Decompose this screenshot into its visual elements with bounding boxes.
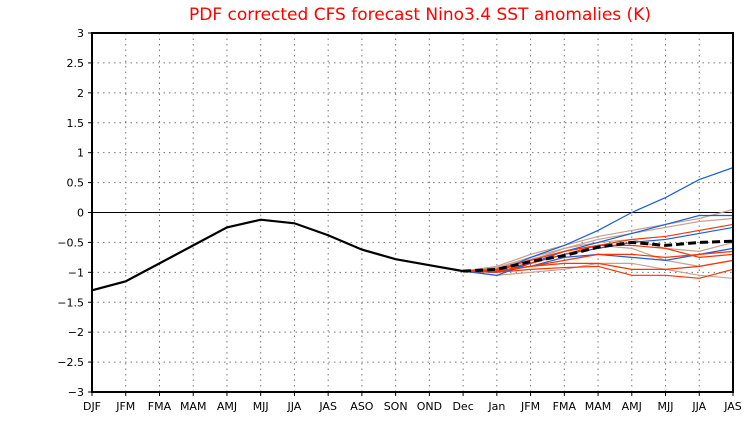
y-tick-label: 0.5 [67, 177, 85, 190]
x-tick-label: SON [384, 400, 408, 413]
x-tick-label: MJJ [658, 400, 674, 413]
x-tick-label: JFM [520, 400, 540, 413]
x-tick-label: DJF [83, 400, 101, 413]
y-tick-label: −2 [68, 326, 84, 339]
ensemble-members [463, 167, 734, 279]
x-tick-label: MJJ [253, 400, 269, 413]
x-tick-label: JJA [691, 400, 706, 413]
ensemble-member-red [463, 250, 734, 272]
y-tick-label: 2 [77, 87, 84, 100]
y-tick-label: 2.5 [67, 57, 85, 70]
x-tick-label: AMJ [622, 400, 642, 413]
ensemble-member-tan [463, 208, 734, 272]
y-tick-label: −0.5 [57, 236, 84, 249]
x-tick-label: OND [417, 400, 442, 413]
x-tick-label: MAM [585, 400, 612, 413]
x-tick-label: Dec [452, 400, 473, 413]
ensemble-member-red [463, 244, 734, 272]
x-tick-label: MAM [180, 400, 207, 413]
y-tick-label: 1 [77, 147, 84, 160]
x-tick-label: AMJ [217, 400, 237, 413]
x-tick-label: JAS [723, 400, 742, 413]
x-tick-label: JJA [287, 400, 302, 413]
ensemble-member-red [463, 265, 734, 279]
grid [92, 33, 733, 392]
observed-line [91, 218, 464, 292]
x-tick-label: FMA [553, 400, 577, 413]
y-tick-label: −2.5 [57, 356, 84, 369]
x-tick-label: ASO [350, 400, 374, 413]
chart-title: PDF corrected CFS forecast Nino3.4 SST a… [189, 5, 651, 25]
x-tick-label: Jan [487, 400, 505, 413]
ensemble-mean-line [463, 239, 734, 273]
y-tick-label: 0 [77, 207, 84, 220]
x-tick-label: JAS [318, 400, 337, 413]
axes: DJF JFM FMA MAM AMJ MJJ JJA JAS ASO SON OND Dec Jan J… [57, 27, 742, 413]
y-tick-label: 1.5 [67, 117, 85, 130]
x-tick-label: JFM [115, 400, 135, 413]
x-tick-label: FMA [148, 400, 172, 413]
y-tick-label: −1 [68, 266, 84, 279]
y-tick-label: 3 [77, 27, 84, 40]
main-lines [91, 218, 734, 292]
plot-frame [91, 32, 734, 393]
y-tick-label: −3 [68, 386, 84, 399]
y-tick-label: −1.5 [57, 296, 84, 309]
